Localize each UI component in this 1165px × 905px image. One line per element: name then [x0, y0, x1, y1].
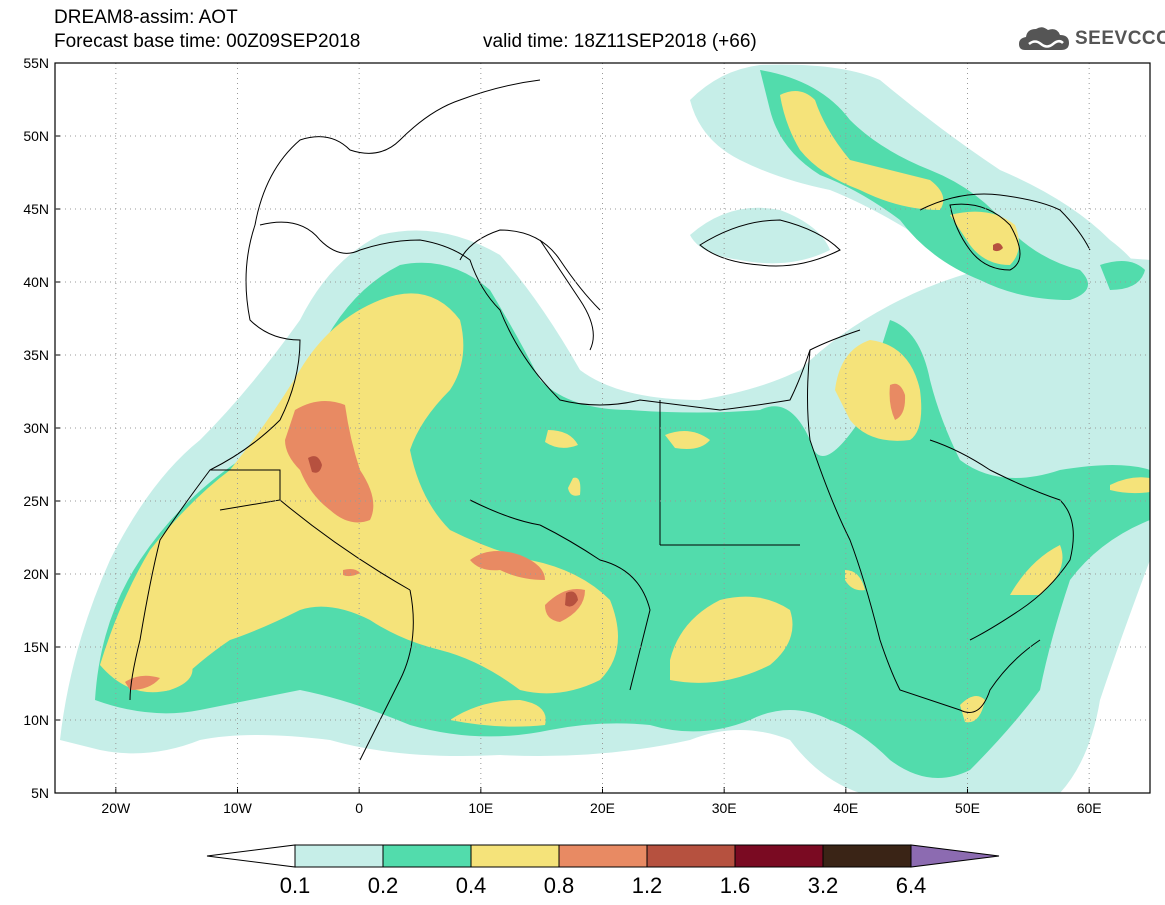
cloud-icon: [1019, 27, 1069, 50]
lon-label: 60E: [1077, 800, 1102, 816]
colorbar-level-label: 6.4: [896, 873, 927, 898]
colorbar-level-label: 1.6: [720, 873, 751, 898]
lat-label: 55N: [23, 55, 49, 71]
colorbar-level-label: 0.4: [456, 873, 487, 898]
colorbar-level-label: 0.1: [280, 873, 311, 898]
aot-field: [60, 64, 1150, 793]
lat-label: 30N: [23, 420, 49, 436]
lat-label: 5N: [31, 785, 49, 801]
lat-label: 40N: [23, 274, 49, 290]
colorbar-labels: 0.1 0.2 0.4 0.8 1.2 1.6 3.2 6.4: [280, 873, 927, 898]
lat-label: 50N: [23, 128, 49, 144]
valid-time: valid time: 18Z11SEP2018 (+66): [483, 31, 757, 52]
longitude-labels: 20W 10W 0 10E 20E 30E 40E 50E 60E: [101, 800, 1101, 816]
colorbar-max-arrow: [910, 844, 1000, 868]
lon-label: 20E: [590, 800, 615, 816]
lat-label: 45N: [23, 201, 49, 217]
colorbar-level-label: 1.2: [632, 873, 663, 898]
colorbar-box: [558, 844, 648, 868]
colorbar-box: [470, 844, 560, 868]
forecast-base-time: Forecast base time: 00Z09SEP2018: [54, 31, 361, 52]
colorbar-level-label: 0.2: [368, 873, 399, 898]
lat-label: 10N: [23, 712, 49, 728]
logo-text: SEEVCCC: [1075, 28, 1165, 49]
colorbar-box: [822, 844, 912, 868]
aot-band-1.2: [308, 243, 1003, 607]
lon-label: 0: [355, 800, 363, 816]
coastlines: [129, 79, 1091, 761]
colorbar: 0.1 0.2 0.4 0.8 1.2 1.6 3.2 6.4: [206, 844, 1000, 898]
lat-label: 20N: [23, 566, 49, 582]
lon-label: 10W: [223, 800, 253, 816]
colorbar-boxes: [206, 844, 1000, 868]
colorbar-min-arrow: [206, 844, 296, 868]
map-frame: [54, 62, 1151, 794]
map-title: DREAM8-assim: AOT: [54, 7, 238, 28]
colorbar-level-label: 0.8: [544, 873, 575, 898]
lon-label: 50E: [955, 800, 980, 816]
lon-label: 30E: [712, 800, 737, 816]
lat-label: 15N: [23, 639, 49, 655]
colorbar-box: [734, 844, 824, 868]
graticule: [55, 62, 1150, 794]
colorbar-box: [382, 844, 472, 868]
colorbar-level-label: 3.2: [808, 873, 839, 898]
lat-label: 35N: [23, 347, 49, 363]
lon-label: 40E: [833, 800, 858, 816]
colorbar-box: [646, 844, 736, 868]
seevccc-logo: SEEVCCC: [1017, 22, 1165, 56]
lon-label: 10E: [468, 800, 493, 816]
latitude-labels: 55N 50N 45N 40N 35N 30N 25N 20N 15N 10N 5N: [23, 55, 49, 801]
lon-label: 20W: [101, 800, 131, 816]
lat-label: 25N: [23, 493, 49, 509]
aot-map: 55N 50N 45N 40N 35N 30N 25N 20N 15N 10N 5N 20W 10W 0…: [23, 55, 1151, 816]
colorbar-box: [294, 844, 384, 868]
